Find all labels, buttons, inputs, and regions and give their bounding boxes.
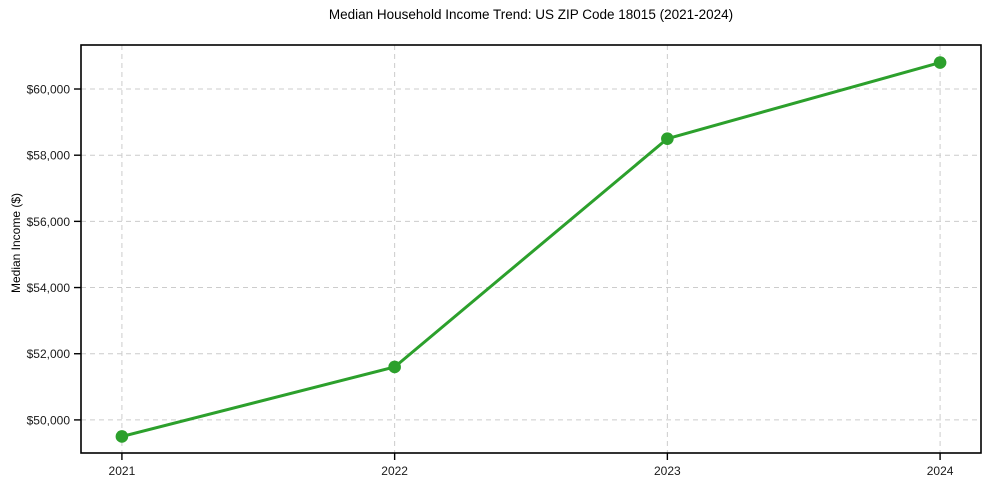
x-tick-label: 2022	[381, 464, 408, 478]
y-tick-label: $58,000	[27, 149, 71, 163]
y-tick-label: $50,000	[27, 413, 71, 427]
y-tick-label: $60,000	[27, 83, 71, 97]
x-tick-label: 2021	[109, 464, 136, 478]
x-tick-label: 2024	[927, 464, 954, 478]
data-point	[388, 360, 401, 374]
y-tick-label: $52,000	[27, 347, 71, 361]
data-point	[115, 430, 129, 443]
y-tick-label: $54,000	[27, 281, 71, 295]
trend-line	[120, 61, 942, 438]
data-point	[933, 56, 947, 69]
x-tick-label: 2023	[654, 464, 681, 478]
axes-border	[80, 44, 982, 454]
y-tick-label: $56,000	[27, 215, 71, 229]
chart-title: Median Household Income Trend: US ZIP Co…	[328, 7, 734, 22]
data-point	[661, 132, 674, 145]
